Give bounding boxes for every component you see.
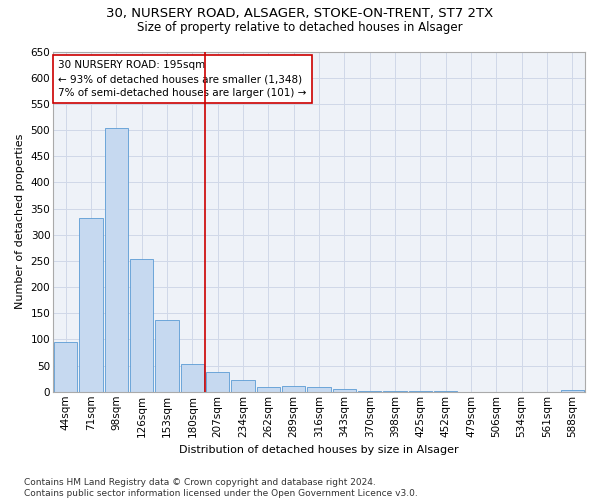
X-axis label: Distribution of detached houses by size in Alsager: Distribution of detached houses by size … bbox=[179, 445, 459, 455]
Bar bbox=[383, 391, 407, 392]
Bar bbox=[307, 386, 331, 392]
Bar bbox=[358, 390, 382, 392]
Bar bbox=[333, 389, 356, 392]
Bar bbox=[105, 128, 128, 392]
Bar bbox=[155, 320, 179, 392]
Y-axis label: Number of detached properties: Number of detached properties bbox=[15, 134, 25, 310]
Bar bbox=[282, 386, 305, 392]
Bar bbox=[434, 391, 457, 392]
Bar bbox=[232, 380, 255, 392]
Text: Contains HM Land Registry data © Crown copyright and database right 2024.
Contai: Contains HM Land Registry data © Crown c… bbox=[24, 478, 418, 498]
Bar bbox=[257, 386, 280, 392]
Bar bbox=[560, 390, 584, 392]
Bar bbox=[79, 218, 103, 392]
Text: 30, NURSERY ROAD, ALSAGER, STOKE-ON-TRENT, ST7 2TX: 30, NURSERY ROAD, ALSAGER, STOKE-ON-TREN… bbox=[106, 8, 494, 20]
Bar bbox=[409, 391, 432, 392]
Bar bbox=[54, 342, 77, 392]
Bar bbox=[130, 260, 154, 392]
Text: Size of property relative to detached houses in Alsager: Size of property relative to detached ho… bbox=[137, 21, 463, 34]
Text: 30 NURSERY ROAD: 195sqm
← 93% of detached houses are smaller (1,348)
7% of semi-: 30 NURSERY ROAD: 195sqm ← 93% of detache… bbox=[58, 60, 307, 98]
Bar bbox=[181, 364, 204, 392]
Bar bbox=[206, 372, 229, 392]
